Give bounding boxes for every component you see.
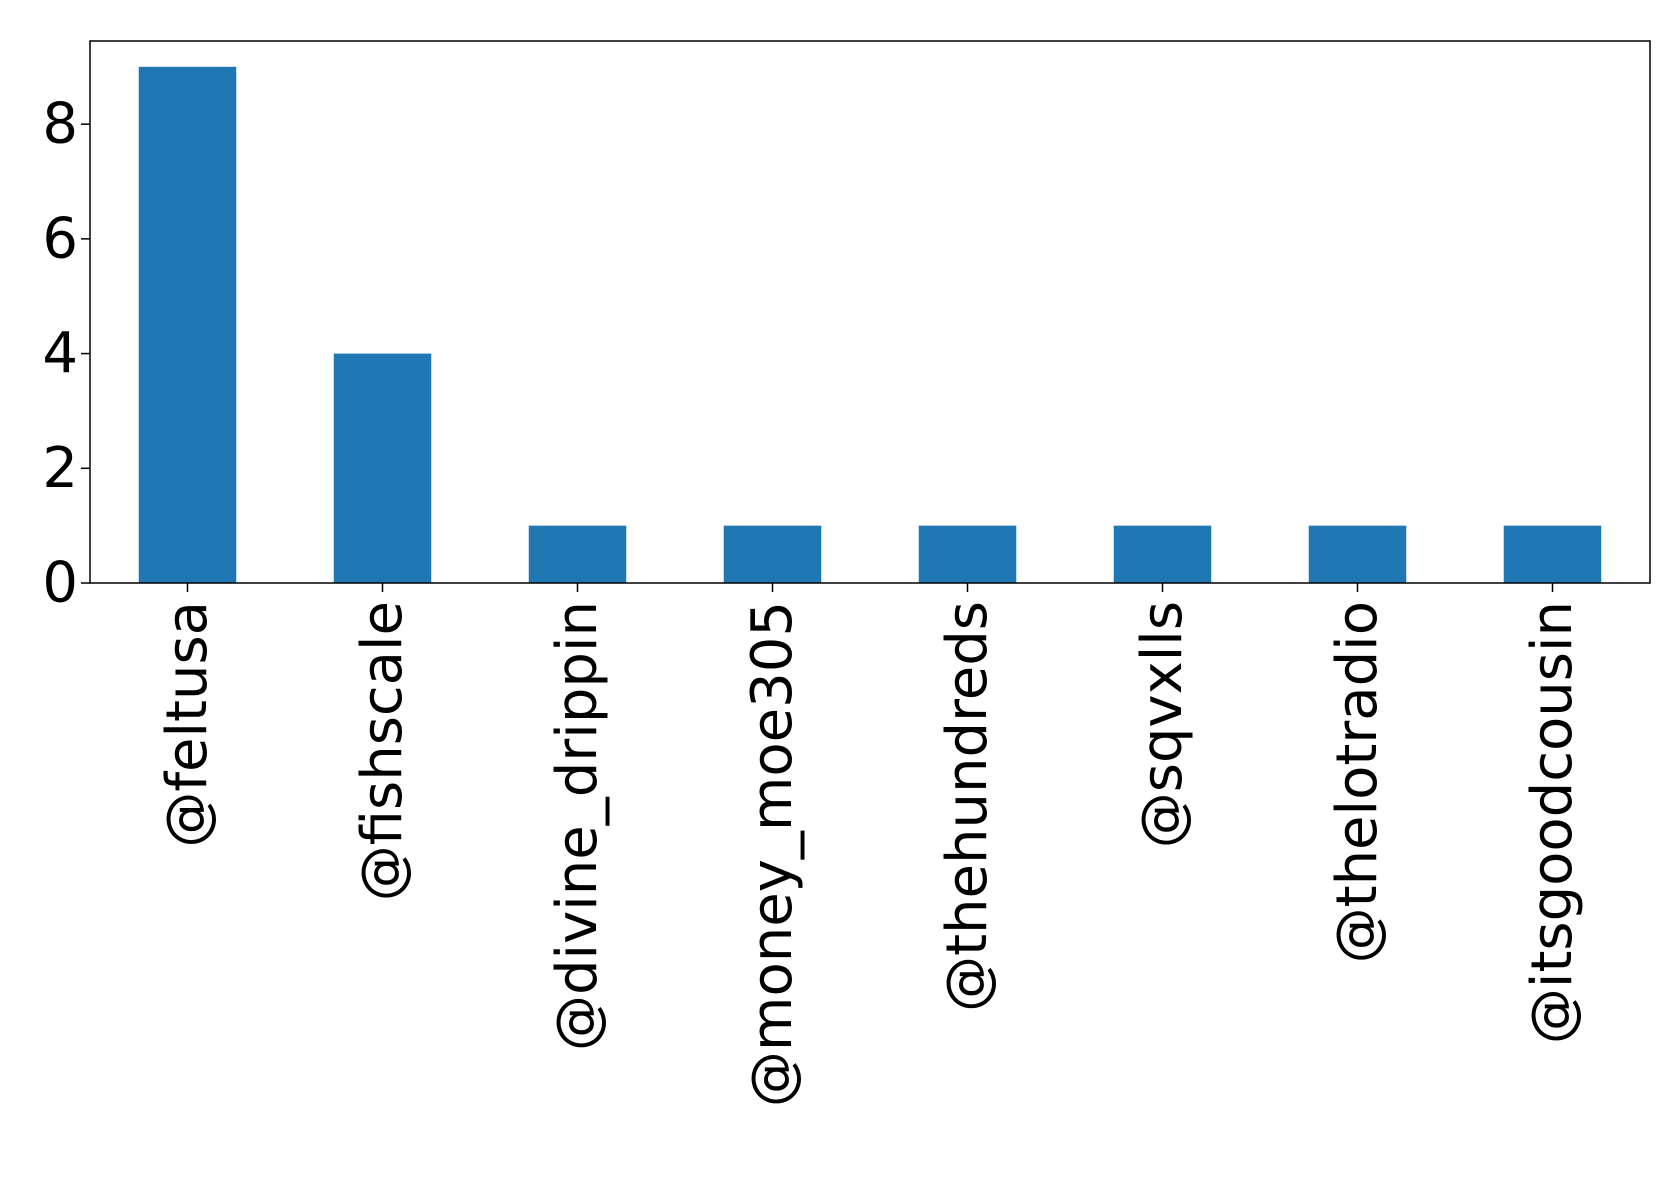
y-tick-label-0: 0 <box>42 551 78 616</box>
y-tick-label-2: 4 <box>42 321 78 386</box>
bar-5 <box>1113 525 1212 583</box>
x-tick-label-7: @itsgoodcousin <box>1520 601 1585 1044</box>
bar-3 <box>723 525 822 583</box>
bar-2 <box>528 525 627 583</box>
y-tick-label-1: 2 <box>42 436 78 501</box>
bar-7 <box>1503 525 1602 583</box>
bar-4 <box>918 525 1017 583</box>
x-tick-label-0: @feltusa <box>155 601 220 848</box>
bar-6 <box>1308 525 1407 583</box>
y-tick-label-3: 6 <box>42 206 78 271</box>
y-axis: 0 2 4 6 8 <box>42 92 90 616</box>
plot-frame <box>89 40 1651 584</box>
bar-0 <box>138 66 237 584</box>
x-axis: @feltusa @fishscale @divine_drippin @money_… <box>155 583 1585 1107</box>
x-tick-label-4: @thehundreds <box>935 601 1000 1012</box>
y-tick-label-4: 8 <box>42 92 78 157</box>
x-tick-label-5: @sqvxlls <box>1130 601 1195 848</box>
x-tick-label-3: @money_moe305 <box>740 601 805 1107</box>
x-tick-label-1: @fishscale <box>350 601 415 901</box>
bars-group <box>138 66 1602 584</box>
x-tick-label-6: @thelotradio <box>1325 601 1390 963</box>
x-tick-label-2: @divine_drippin <box>545 601 610 1051</box>
bar-1 <box>333 353 432 583</box>
